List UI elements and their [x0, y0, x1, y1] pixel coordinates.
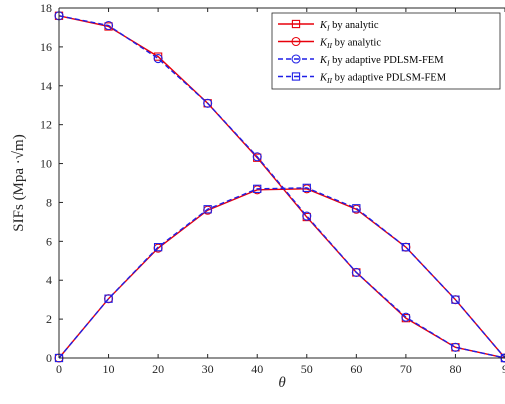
legend: KI by analytic KII by analytic KI by adapt… — [271, 12, 501, 90]
legend-marker — [291, 19, 301, 29]
y-tick-label: 0 — [46, 351, 52, 365]
legend-label: KII by adaptive PDLSM-FEM — [319, 73, 447, 86]
x-tick-label: 0 — [56, 362, 62, 376]
data-point — [203, 205, 212, 214]
data-point — [302, 211, 312, 221]
x-tick-label: 9 — [502, 362, 505, 376]
data-point — [153, 54, 163, 64]
legend-item: KII by adaptive PDLSM-FEM — [278, 72, 447, 86]
x-tick-label: 80 — [449, 362, 461, 376]
legend-item: KI by analytic — [278, 19, 379, 33]
legend-label: KI by analytic — [319, 20, 379, 33]
x-tick-label: 10 — [103, 362, 115, 376]
data-point — [104, 20, 114, 31]
series-4 — [54, 183, 505, 363]
x-tick-label: 20 — [152, 362, 164, 376]
data-point — [351, 267, 361, 277]
series-3 — [54, 11, 505, 363]
x-tick-label: 70 — [400, 362, 412, 376]
legend-label: KI by adaptive PDLSM-FEM — [319, 55, 444, 68]
series-line — [58, 15, 505, 359]
y-tick-label: 4 — [46, 273, 52, 287]
y-tick-label: 8 — [46, 195, 52, 209]
x-tick-label: 50 — [301, 362, 313, 376]
series-line — [58, 187, 505, 359]
legend-label: KII by analytic — [319, 38, 381, 51]
legend-marker — [291, 36, 301, 47]
y-axis-label: SIFs (Mpa ·√m) — [11, 134, 27, 231]
data-point — [401, 312, 411, 322]
legend-item: KI by adaptive PDLSM-FEM — [278, 54, 444, 68]
data-point — [451, 295, 460, 304]
y-tick-label: 12 — [40, 118, 52, 132]
x-tick-label: 60 — [350, 362, 362, 376]
legend-item: KII by analytic — [278, 36, 381, 51]
y-tick-label: 18 — [40, 1, 52, 15]
y-tick-label: 2 — [46, 312, 52, 326]
data-point — [302, 183, 311, 193]
y-tick-label: 16 — [40, 40, 52, 54]
legend-marker — [291, 72, 301, 81]
x-axis-label: θ — [278, 375, 286, 391]
data-point — [104, 294, 113, 303]
y-tick-label: 6 — [46, 234, 52, 248]
data-point — [253, 184, 262, 193]
y-tick-label: 10 — [40, 157, 52, 171]
x-tick-label: 40 — [251, 362, 263, 376]
data-point — [450, 342, 460, 352]
data-point — [153, 243, 163, 252]
legend-marker — [291, 54, 301, 64]
data-point — [252, 152, 262, 162]
series-layer — [54, 11, 505, 363]
data-point — [401, 243, 411, 252]
y-tick-label: 14 — [40, 79, 52, 93]
data-point — [352, 204, 361, 213]
data-point — [203, 98, 213, 108]
x-tick-label: 30 — [202, 362, 214, 376]
